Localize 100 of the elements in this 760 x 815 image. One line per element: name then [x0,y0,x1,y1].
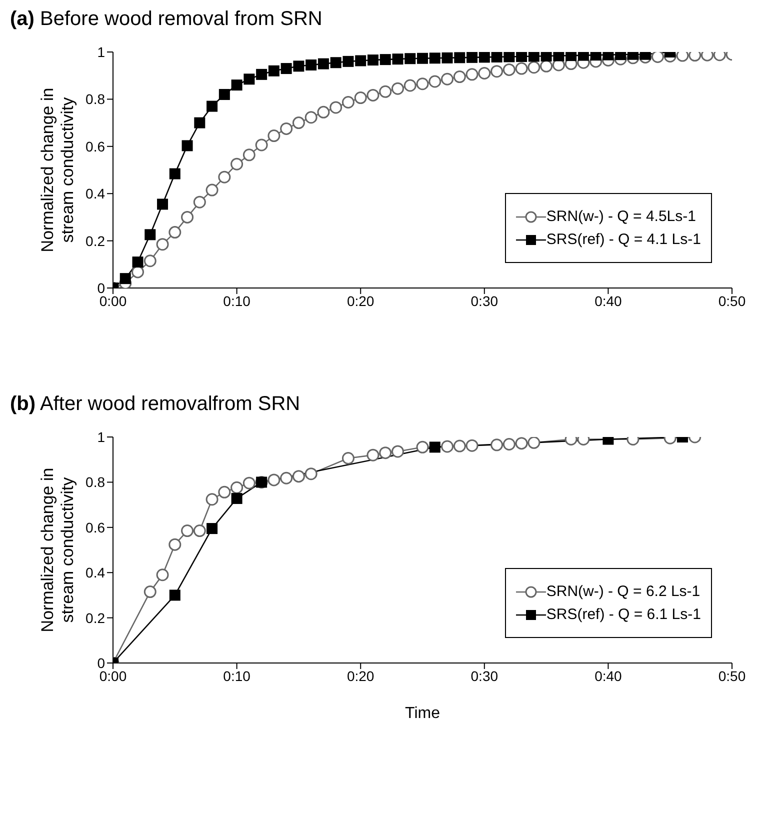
y-axis-title: Normalized change in stream conductivity [38,468,77,632]
chart-title: (a) Before wood removal from SRN [9,8,324,32]
point [391,445,404,458]
point [429,442,440,453]
point [318,58,329,70]
point [120,273,131,284]
point [330,57,342,68]
point [367,54,378,66]
x-tick-label: 0:30 [470,292,498,309]
point [342,96,354,109]
x-tick-label: 0:20 [346,292,374,309]
y-axis-title: Normalized change in stream conductivity [38,88,77,252]
point [157,198,168,210]
point [230,158,244,170]
point [491,52,502,62]
point [292,116,305,130]
point [578,52,589,61]
point [268,130,280,142]
point [206,100,218,112]
point [392,54,404,65]
y-tick-label: 0.2 [86,610,106,626]
y-tick-label: 0.2 [86,232,106,249]
point [540,52,552,62]
y-tick-label: 0.8 [86,474,106,490]
point [478,66,491,80]
point [231,492,242,504]
y-tick-label: 0.8 [86,91,106,108]
point [144,254,156,268]
point [293,60,304,72]
point [280,472,293,484]
point [304,111,318,124]
point [206,493,218,506]
point [490,438,504,452]
point [181,210,194,224]
x-tick-label: 0:10 [223,292,251,309]
point [454,52,466,64]
point [651,52,664,63]
point [206,523,218,534]
y-tick-label: 0.4 [86,186,106,202]
point [244,74,255,85]
point [417,52,428,64]
point [342,56,354,67]
point [255,138,268,152]
x-tick-label: 0:30 [470,668,498,684]
y-tick-label: 0.6 [86,519,106,536]
point [218,486,231,498]
point [330,101,342,114]
point [590,52,602,61]
point [132,256,144,268]
point [502,63,516,76]
x-tick-label: 0:50 [718,668,746,684]
point [466,439,478,452]
x-tick-label: 0:50 [718,292,746,309]
point [169,168,180,180]
y-tick-label: 1 [97,44,106,60]
point [566,52,577,62]
point [292,470,305,483]
point [242,476,256,490]
point [379,446,392,460]
point [466,68,478,81]
point [441,440,454,453]
point [268,474,280,486]
legend-label: SRN(w-) - Q = 4.5Ls-1 [546,208,696,225]
point [144,229,156,240]
point [182,140,193,152]
point [490,65,504,78]
point [429,52,440,64]
point [528,437,540,449]
point [528,61,540,74]
point [676,52,689,62]
point [218,170,231,184]
point [416,78,429,90]
point [256,68,268,80]
y-tick-label: 0.4 [86,564,106,581]
point [242,148,256,162]
point [442,52,453,64]
point [306,59,317,70]
chart-title: (b) After wood removalfrom SRN [9,393,302,417]
point [366,448,380,462]
point [516,52,528,62]
legend-label: SRS(ref) - Q = 4.1 Ls-1 [546,231,701,248]
point [342,452,354,464]
point [504,52,515,62]
point [218,88,230,100]
point [502,438,516,450]
point [379,85,392,98]
point [156,238,169,251]
x-tick-label: 0:40 [594,668,622,684]
point [280,122,293,135]
point [528,52,540,62]
point [304,468,318,480]
point [268,65,280,76]
x-tick-label: 0:20 [346,668,374,684]
point [466,52,478,63]
legend-label: SRN(w-) - Q = 6.2 Ls-1 [546,583,700,600]
point [515,437,528,450]
point [553,52,564,62]
point [168,538,182,551]
point [317,106,330,118]
point [366,88,380,102]
